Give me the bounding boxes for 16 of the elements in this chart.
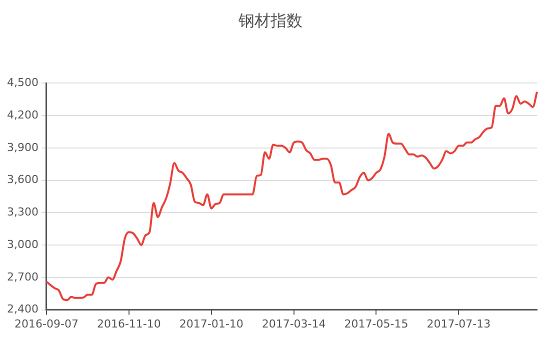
y-tick-label: 4,500 (6, 76, 38, 90)
y-tick-label: 3,600 (6, 173, 38, 186)
y-tick-label: 3,900 (6, 140, 38, 154)
y-tick-label: 3,300 (6, 206, 38, 219)
y-tick-label: 2,400 (6, 302, 38, 316)
chart-title: 钢材指数 (238, 10, 302, 30)
y-tick-label: 2,700 (6, 270, 38, 284)
x-tick-label: 2017-05-15 (344, 317, 408, 330)
y-tick-label: 4,200 (6, 108, 38, 122)
line-series (45, 90, 538, 302)
x-tick-label: 2016-11-10 (96, 317, 161, 330)
x-tick-label: 2017-01-10 (179, 317, 244, 330)
y-tick-label: 3,000 (6, 238, 38, 251)
x-tick-label: 2017-03-14 (262, 317, 326, 330)
x-tick-label: 2016-09-07 (14, 317, 78, 330)
x-tick-label: 2017-07-13 (426, 317, 491, 330)
